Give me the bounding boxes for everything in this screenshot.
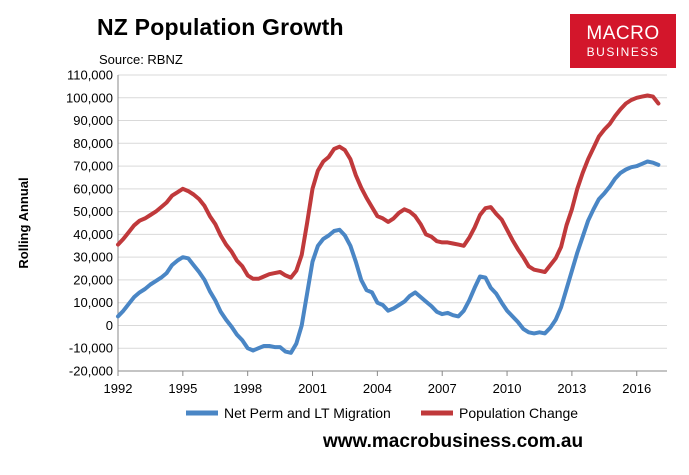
- legend-label-population: Population Change: [459, 405, 578, 421]
- footer-url: www.macrobusiness.com.au: [323, 431, 584, 452]
- legend-label-migration: Net Perm and LT Migration: [224, 405, 391, 421]
- series-line-migration: [116, 159, 661, 355]
- y-tick-label: 30,000: [73, 250, 113, 265]
- y-tick-label: 100,000: [66, 90, 113, 105]
- x-tick-label: 2004: [363, 381, 392, 396]
- y-tick-label: 110,000: [67, 68, 113, 83]
- y-tick-label: 90,000: [73, 113, 113, 128]
- y-tick-label: -10,000: [69, 341, 113, 356]
- y-tick-label: 50,000: [73, 204, 113, 219]
- y-gridlines: [118, 74, 667, 349]
- y-tick-label: 60,000: [73, 181, 113, 196]
- series-line-population: [116, 93, 661, 281]
- macrobusiness-logo: MACRO BUSINESS: [570, 14, 676, 68]
- y-tick-label: 80,000: [73, 136, 113, 151]
- y-tick-label: 10,000: [73, 295, 113, 310]
- x-tick-label: 2007: [428, 381, 457, 396]
- x-tick-labels: 1992 1995 1998 2001 2004 2007 2010 2013 2016: [104, 371, 651, 396]
- series-lines: [116, 93, 661, 355]
- y-tick-label: 70,000: [73, 159, 113, 174]
- x-tick-label: 1998: [233, 381, 262, 396]
- y-axis-label: Rolling Annual: [16, 177, 31, 268]
- y-tick-label: 40,000: [73, 227, 113, 242]
- x-tick-label: 2013: [557, 381, 586, 396]
- y-tick-label: -20,000: [69, 364, 113, 379]
- chart-source: Source: RBNZ: [99, 52, 183, 67]
- axes: [117, 75, 667, 372]
- logo-line-1: MACRO: [586, 23, 660, 44]
- y-tick-label: 0: [106, 318, 113, 333]
- y-tick-label: 20,000: [73, 272, 113, 287]
- x-tick-label: 2016: [622, 381, 651, 396]
- legend: Net Perm and LT Migration Population Cha…: [186, 405, 578, 421]
- chart-title: NZ Population Growth: [97, 14, 344, 40]
- x-tick-label: 2010: [493, 381, 522, 396]
- logo-line-2: BUSINESS: [586, 45, 660, 59]
- y-tick-labels: -20,000 -10,000 0 10,000 20,000 30,000 40,000 5…: [66, 68, 113, 379]
- x-tick-label: 2001: [298, 381, 327, 396]
- x-tick-label: 1995: [168, 381, 197, 396]
- x-tick-label: 1992: [104, 381, 133, 396]
